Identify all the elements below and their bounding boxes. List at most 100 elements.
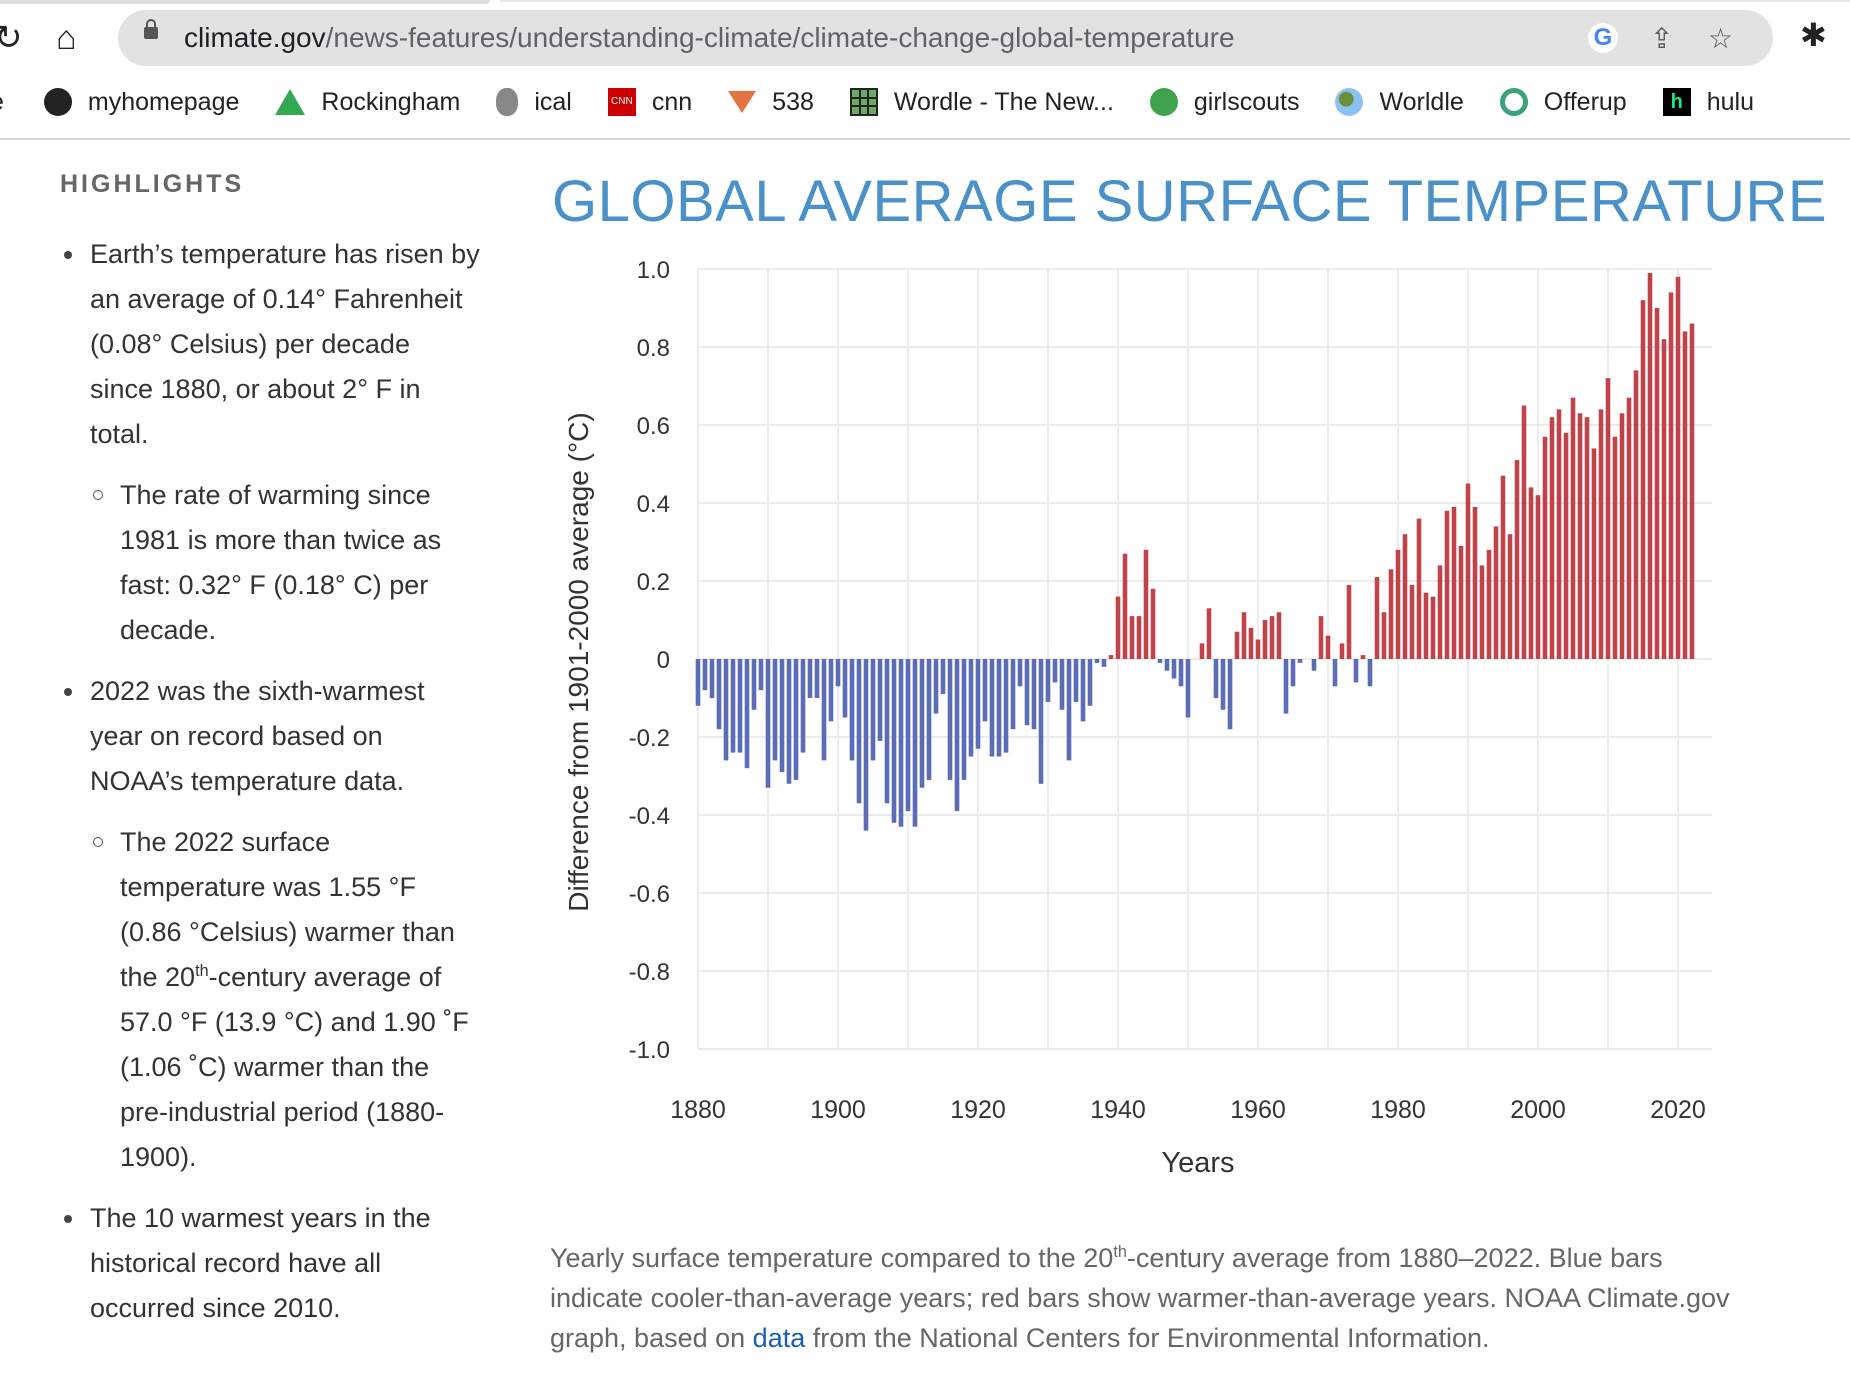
bookmark-offerup[interactable]: Offerup xyxy=(1499,88,1627,117)
url-text[interactable]: climate.gov/news-features/understanding-… xyxy=(184,22,1235,54)
bookmark-538[interactable]: 538 xyxy=(728,88,814,117)
bar-1903 xyxy=(856,659,862,804)
bookmark-girlscouts[interactable]: girlscouts xyxy=(1149,88,1299,117)
bar-1908 xyxy=(891,659,897,823)
y-tick-label: 0.4 xyxy=(637,491,670,518)
tab-strip-edge xyxy=(500,0,1850,2)
wordle-icon xyxy=(849,88,878,116)
data-link[interactable]: data xyxy=(752,1323,806,1353)
bar-2003 xyxy=(1556,409,1562,659)
lock-icon[interactable] xyxy=(144,19,158,39)
highlight-item: 2022 was the sixth-warmest year on recor… xyxy=(60,669,480,804)
bar-1918 xyxy=(961,659,967,780)
bar-1916 xyxy=(947,659,953,780)
bar-1893 xyxy=(786,659,792,784)
x-tick-label: 2000 xyxy=(1510,1096,1566,1124)
bar-1982 xyxy=(1409,584,1415,659)
bar-1882 xyxy=(709,659,715,698)
bar-1955 xyxy=(1220,659,1226,710)
bars xyxy=(695,272,1695,831)
globe-icon xyxy=(43,88,72,116)
bar-2007 xyxy=(1584,417,1590,659)
highlights-list: Earth’s temperature has risen by an aver… xyxy=(60,232,480,1347)
bar-1912 xyxy=(919,659,925,788)
bar-1957 xyxy=(1234,631,1240,659)
x-tick-label: 1980 xyxy=(1370,1096,1426,1124)
bar-2016 xyxy=(1647,272,1653,659)
bar-1889 xyxy=(758,659,764,691)
bar-1979 xyxy=(1388,569,1394,659)
bar-1950 xyxy=(1185,659,1191,718)
bookmark-myhomepage[interactable]: myhomepage xyxy=(43,88,239,117)
y-tick-label: 1.0 xyxy=(637,257,670,284)
bar-1933 xyxy=(1066,659,1072,761)
text: -century average from 1880–2022. Blue ba… xyxy=(550,1243,1730,1353)
bar-1995 xyxy=(1500,475,1506,659)
bar-2001 xyxy=(1542,436,1548,659)
bar-1914 xyxy=(933,659,939,714)
x-tick-label: 1940 xyxy=(1090,1096,1146,1124)
text: -century average of 57.0 °F (13.9 °C) an… xyxy=(120,962,469,1172)
bookmark-ical[interactable]: ical xyxy=(496,88,572,117)
bar-1999 xyxy=(1528,487,1534,659)
bar-2013 xyxy=(1626,397,1632,659)
superscript: th xyxy=(195,962,209,980)
bar-2008 xyxy=(1591,448,1597,659)
bookmark-partial[interactable]: e xyxy=(0,88,4,117)
text: Yearly surface temperature compared to t… xyxy=(550,1243,1114,1273)
bar-1880 xyxy=(695,659,701,706)
girlscouts-icon xyxy=(1149,88,1178,116)
bar-1959 xyxy=(1248,627,1254,659)
bookmark-worldle[interactable]: Worldle xyxy=(1335,88,1464,117)
home-icon[interactable]: ⌂ xyxy=(56,19,77,57)
bar-1892 xyxy=(779,659,785,773)
bar-1920 xyxy=(975,659,981,749)
y-tick-labels: 1.0 0.8 0.6 0.4 0.2 0 -0.2 -0.4 -0.6 -0.8 -1.0 xyxy=(629,257,670,1064)
share-icon[interactable]: ⇪ xyxy=(1650,23,1674,54)
bar-1940 xyxy=(1115,596,1121,659)
highlight-item: Earth’s temperature has risen by an aver… xyxy=(60,232,480,457)
highlights-heading: HIGHLIGHTS xyxy=(60,170,245,198)
hulu-icon: h xyxy=(1662,88,1691,116)
bar-1922 xyxy=(989,659,995,757)
x-tick-label: 1920 xyxy=(950,1096,1006,1124)
bar-1986 xyxy=(1437,565,1443,659)
earth-icon xyxy=(1335,88,1364,116)
bar-1930 xyxy=(1045,659,1051,702)
bar-1947 xyxy=(1164,659,1170,671)
bar-1968 xyxy=(1311,659,1317,671)
bar-1932 xyxy=(1059,659,1065,710)
x-tick-labels: 1880 1900 1920 1940 1960 1980 2000 2020 xyxy=(670,1096,1706,1124)
bookmark-rockingham[interactable]: Rockingham xyxy=(275,88,460,117)
bookmark-label: Wordle - The New... xyxy=(893,87,1114,116)
text: The 2022 surface temperature was 1.55 °F… xyxy=(120,827,455,992)
bar-1963 xyxy=(1276,612,1282,659)
bar-1915 xyxy=(940,659,946,695)
bar-2006 xyxy=(1577,413,1583,659)
address-bar[interactable]: climate.gov/news-features/understanding-… xyxy=(118,10,1773,66)
bar-1924 xyxy=(1003,659,1009,753)
bar-1885 xyxy=(730,659,736,753)
bar-2017 xyxy=(1654,308,1660,659)
bar-1962 xyxy=(1269,616,1275,659)
bar-1978 xyxy=(1381,612,1387,659)
bookmark-cnn[interactable]: CNN cnn xyxy=(607,88,692,117)
x-tick-label: 1900 xyxy=(810,1096,866,1124)
bookmark-label: ical xyxy=(534,87,572,116)
extensions-puzzle-icon[interactable]: ✱ xyxy=(1800,17,1827,53)
bookmark-hulu[interactable]: h hulu xyxy=(1662,88,1754,117)
bar-1988 xyxy=(1451,506,1457,659)
google-icon[interactable]: G xyxy=(1588,23,1618,53)
star-icon[interactable]: ☆ xyxy=(1708,23,1734,54)
bar-1905 xyxy=(870,659,876,761)
bar-1998 xyxy=(1521,405,1527,659)
bar-1980 xyxy=(1395,549,1401,659)
bar-1888 xyxy=(751,659,757,710)
bar-1887 xyxy=(744,659,750,769)
bar-2022 xyxy=(1689,323,1695,659)
bar-1923 xyxy=(996,659,1002,757)
bookmark-wordle[interactable]: Wordle - The New... xyxy=(849,87,1114,117)
bar-1985 xyxy=(1430,596,1436,659)
reload-icon[interactable]: ↻ xyxy=(0,19,23,57)
bar-1913 xyxy=(926,659,932,780)
